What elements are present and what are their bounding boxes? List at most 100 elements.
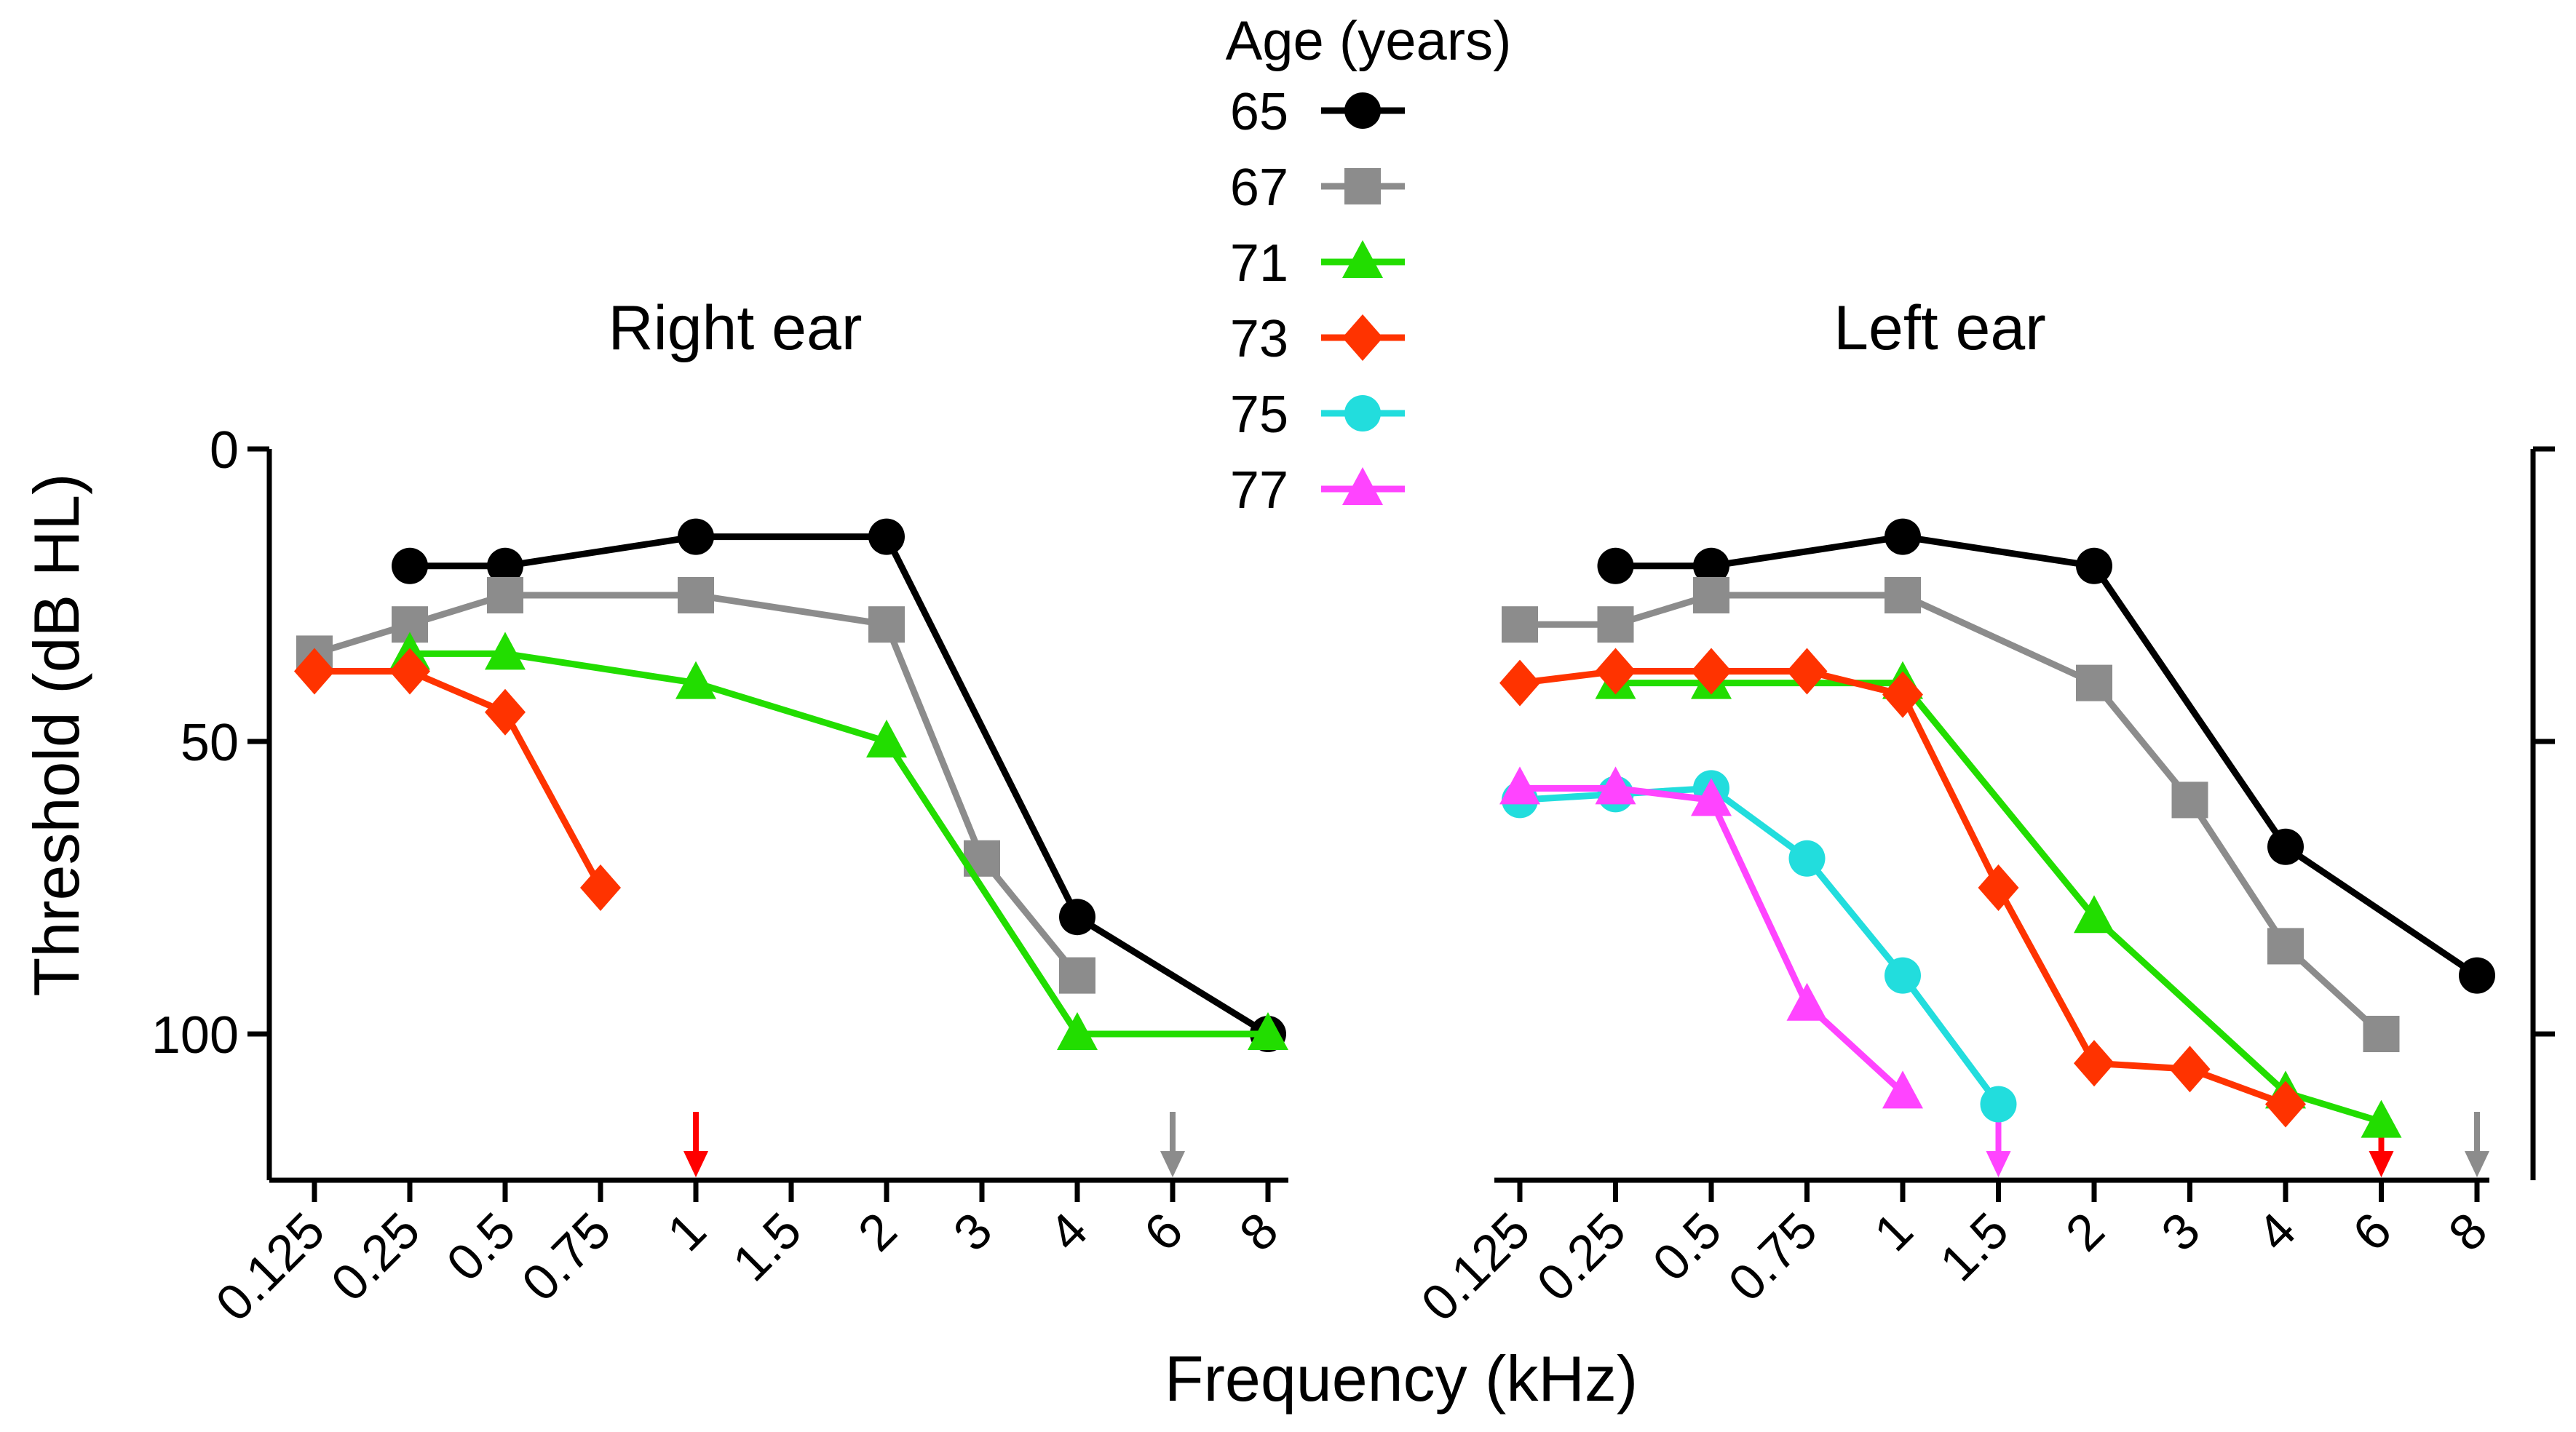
right-point-age-67: [1059, 957, 1095, 994]
right-x-tick-label: 8: [1229, 1201, 1289, 1262]
legend-entry-71: 71: [1230, 234, 1405, 293]
left-point-age-65: [2267, 828, 2304, 865]
left-point-age-67: [2171, 781, 2208, 819]
right-panel-title: Right ear: [609, 293, 863, 363]
left-point-age-77: [1786, 982, 1828, 1021]
left-x-tick-label: 0.25: [1526, 1201, 1636, 1311]
right-point-age-71: [1057, 1012, 1098, 1050]
left-series-75: [1502, 770, 2017, 1123]
right-point-age-65: [868, 518, 905, 555]
right-x-tick-label: 4: [1038, 1201, 1098, 1262]
legend-label-77: 77: [1230, 461, 1288, 520]
left-line-age-67: [1520, 592, 2384, 1037]
left-point-age-73: [1499, 659, 1540, 707]
left-point-age-77: [1691, 778, 1732, 816]
left-x-tick-label: 0.5: [1642, 1201, 1732, 1292]
y-tick-label-0: 0: [210, 421, 239, 480]
left-series-67: [1502, 577, 2400, 1052]
right-line-age-65: [410, 533, 1270, 1037]
legend-entry-65: 65: [1230, 83, 1405, 141]
left-no-response-arrow: [2465, 1112, 2489, 1177]
left-point-age-67: [2267, 928, 2304, 965]
legend-entry-73: 73: [1230, 310, 1405, 368]
right-x-tick-label: 0.75: [511, 1201, 621, 1311]
left-line-age-65: [1615, 533, 2479, 979]
left-point-age-73: [1595, 648, 1636, 695]
right-point-age-71: [1248, 1012, 1288, 1050]
left-point-age-65: [1597, 547, 1634, 584]
left-point-age-67: [1693, 577, 1729, 613]
legend: Age (years) 65 67 71 73 75 77: [1226, 10, 1512, 520]
right-x-tick-label: 0.125: [205, 1201, 336, 1332]
left-series-73: [1499, 648, 2306, 1128]
right-point-age-67: [868, 606, 905, 643]
arrow-head: [683, 1151, 708, 1177]
left-line-age-71: [1615, 680, 2382, 1125]
legend-entry-77: 77: [1230, 461, 1405, 520]
left-point-age-67: [1597, 606, 1634, 643]
right-point-age-71: [675, 661, 716, 699]
left-line-age-75: [1519, 784, 2002, 1107]
left-x-tick-label: 0.125: [1411, 1201, 1541, 1332]
right-point-age-65: [392, 547, 428, 584]
x-axis-label: Frequency (kHz): [1165, 1342, 1638, 1415]
legend-label-73: 73: [1230, 310, 1288, 368]
left-series-65: [1597, 518, 2495, 994]
legend-entry-67: 67: [1230, 159, 1405, 217]
left-point-age-77: [1499, 766, 1540, 805]
left-point-age-75: [1885, 957, 1921, 994]
left-x-tick-label: 8: [2438, 1201, 2498, 1262]
left-point-age-65: [1693, 547, 1729, 584]
y-tick-label-50: 50: [181, 714, 239, 772]
right-point-age-73: [485, 688, 526, 736]
left-point-age-65: [1885, 518, 1921, 555]
legend-marker-73: [1342, 314, 1383, 361]
left-point-age-65: [2459, 957, 2495, 994]
legend-marker-65: [1344, 92, 1381, 129]
right-x-tick-label: 2: [847, 1201, 908, 1262]
legend-label-67: 67: [1230, 159, 1288, 217]
left-y-axis: [2530, 446, 2555, 1180]
right-point-age-65: [487, 547, 523, 584]
left-point-age-73: [1786, 648, 1828, 695]
right-series-67: [296, 577, 1095, 994]
right-x-tick-label: 1.5: [722, 1201, 812, 1292]
left-point-age-73: [1882, 671, 1923, 718]
right-x-tick-label: 1: [657, 1201, 717, 1262]
right-series-73: [294, 648, 621, 911]
right-point-age-73: [389, 648, 430, 695]
right-point-age-71: [485, 632, 526, 670]
legend-entries: 65 67 71 73 75 77: [1230, 83, 1405, 520]
left-point-age-73: [1978, 864, 2019, 911]
left-point-age-73: [2265, 1081, 2306, 1128]
legend-marker-71: [1342, 240, 1383, 278]
right-x-tick-label: 0.25: [320, 1201, 430, 1311]
left-line-age-77: [1520, 784, 1906, 1095]
arrow-head: [1160, 1151, 1185, 1177]
left-point-age-73: [2169, 1046, 2211, 1093]
right-x-tick-label: 0.5: [436, 1201, 526, 1292]
left-x-tick-label: 3: [2150, 1201, 2211, 1262]
left-x-tick-label: 2: [2055, 1201, 2115, 1262]
right-line-age-71: [410, 650, 1268, 1038]
right-point-age-67: [487, 577, 523, 613]
legend-label-75: 75: [1230, 386, 1288, 444]
right-point-age-65: [1059, 899, 1095, 936]
left-x-tick-label: 1.5: [1929, 1201, 2019, 1292]
right-no-response-arrow: [683, 1112, 708, 1177]
right-series-71: [389, 632, 1288, 1050]
legend-entry-75: 75: [1230, 386, 1405, 444]
right-point-age-71: [866, 720, 907, 757]
left-point-age-71: [2074, 895, 2115, 934]
arrow-head: [2465, 1151, 2489, 1177]
left-point-age-77: [1595, 766, 1636, 805]
arrow-head: [1986, 1151, 2011, 1177]
left-point-age-67: [1885, 577, 1921, 613]
left-point-age-73: [2074, 1040, 2115, 1087]
left-series-77: [1499, 766, 1923, 1109]
right-no-response-arrow: [1160, 1112, 1185, 1177]
left-point-age-75: [1788, 840, 1826, 877]
